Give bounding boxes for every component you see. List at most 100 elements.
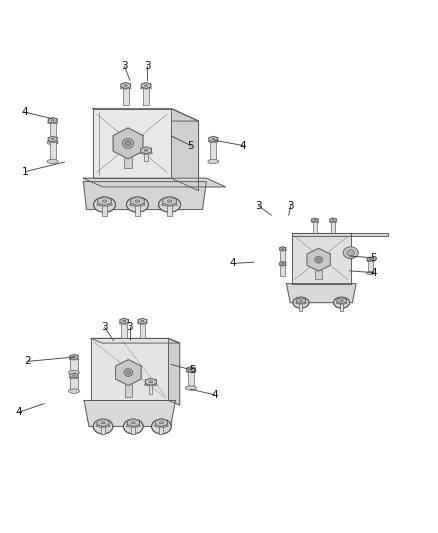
Ellipse shape xyxy=(126,371,131,374)
Polygon shape xyxy=(187,367,195,372)
FancyBboxPatch shape xyxy=(292,233,388,236)
Ellipse shape xyxy=(141,87,152,89)
FancyBboxPatch shape xyxy=(149,382,152,394)
Polygon shape xyxy=(141,147,152,154)
Ellipse shape xyxy=(124,369,133,376)
FancyBboxPatch shape xyxy=(143,85,149,105)
Ellipse shape xyxy=(123,320,126,322)
Polygon shape xyxy=(120,318,128,324)
FancyBboxPatch shape xyxy=(167,201,172,216)
Ellipse shape xyxy=(141,320,144,322)
Ellipse shape xyxy=(343,247,358,259)
FancyBboxPatch shape xyxy=(315,260,322,279)
Polygon shape xyxy=(91,338,180,343)
FancyBboxPatch shape xyxy=(210,139,216,161)
Ellipse shape xyxy=(279,265,286,266)
Text: 4: 4 xyxy=(212,390,218,400)
Polygon shape xyxy=(280,262,286,265)
Ellipse shape xyxy=(167,200,172,203)
Polygon shape xyxy=(141,83,151,88)
Ellipse shape xyxy=(149,381,152,383)
Ellipse shape xyxy=(317,258,321,261)
Ellipse shape xyxy=(336,302,347,304)
Polygon shape xyxy=(311,218,318,222)
Polygon shape xyxy=(286,284,356,303)
Ellipse shape xyxy=(69,358,78,360)
Ellipse shape xyxy=(332,220,334,221)
FancyBboxPatch shape xyxy=(101,423,105,434)
Polygon shape xyxy=(83,178,226,187)
FancyBboxPatch shape xyxy=(280,248,286,261)
Ellipse shape xyxy=(125,141,131,146)
Ellipse shape xyxy=(367,272,374,274)
Text: 3: 3 xyxy=(255,200,261,211)
Ellipse shape xyxy=(120,87,131,89)
Ellipse shape xyxy=(124,419,143,434)
Text: 4: 4 xyxy=(230,259,236,269)
Ellipse shape xyxy=(123,139,134,148)
Polygon shape xyxy=(84,400,176,426)
Polygon shape xyxy=(70,354,78,360)
Ellipse shape xyxy=(68,370,80,375)
Ellipse shape xyxy=(314,220,316,221)
Ellipse shape xyxy=(159,422,163,424)
Ellipse shape xyxy=(347,250,354,256)
Ellipse shape xyxy=(296,302,306,304)
Ellipse shape xyxy=(186,371,196,373)
Ellipse shape xyxy=(73,375,75,376)
Ellipse shape xyxy=(127,197,148,212)
Ellipse shape xyxy=(282,263,284,264)
Ellipse shape xyxy=(311,221,318,223)
Text: 2: 2 xyxy=(24,357,31,366)
Ellipse shape xyxy=(334,297,350,308)
Ellipse shape xyxy=(159,197,180,212)
Ellipse shape xyxy=(51,119,54,121)
Polygon shape xyxy=(93,109,171,178)
Ellipse shape xyxy=(47,159,58,164)
Polygon shape xyxy=(121,83,131,88)
Ellipse shape xyxy=(314,256,323,263)
Text: 4: 4 xyxy=(240,141,246,150)
FancyBboxPatch shape xyxy=(49,120,56,143)
Ellipse shape xyxy=(131,422,135,424)
Ellipse shape xyxy=(329,221,337,223)
Ellipse shape xyxy=(119,322,129,324)
FancyBboxPatch shape xyxy=(313,220,317,233)
Ellipse shape xyxy=(370,259,371,260)
Polygon shape xyxy=(83,182,206,209)
FancyBboxPatch shape xyxy=(121,321,127,338)
Polygon shape xyxy=(169,338,180,405)
FancyBboxPatch shape xyxy=(70,357,78,373)
Polygon shape xyxy=(337,298,346,304)
Ellipse shape xyxy=(162,203,177,206)
FancyBboxPatch shape xyxy=(188,369,194,388)
Ellipse shape xyxy=(48,122,58,124)
Ellipse shape xyxy=(51,139,54,140)
Ellipse shape xyxy=(47,141,58,145)
Ellipse shape xyxy=(130,203,145,206)
Ellipse shape xyxy=(102,200,107,203)
Ellipse shape xyxy=(97,203,113,206)
Polygon shape xyxy=(116,360,141,385)
Polygon shape xyxy=(98,197,111,205)
Ellipse shape xyxy=(73,357,75,358)
Ellipse shape xyxy=(124,85,127,86)
Polygon shape xyxy=(292,233,351,284)
Ellipse shape xyxy=(69,377,78,378)
FancyBboxPatch shape xyxy=(340,301,343,311)
FancyBboxPatch shape xyxy=(131,423,135,434)
Text: 3: 3 xyxy=(121,61,128,71)
Ellipse shape xyxy=(126,425,140,427)
Ellipse shape xyxy=(154,425,169,427)
Text: 5: 5 xyxy=(370,253,377,263)
Polygon shape xyxy=(48,118,57,123)
Ellipse shape xyxy=(293,297,309,308)
Ellipse shape xyxy=(340,300,343,302)
Text: 4: 4 xyxy=(21,107,28,117)
Text: 3: 3 xyxy=(127,322,133,333)
Text: 5: 5 xyxy=(189,365,195,375)
Text: 5: 5 xyxy=(187,141,194,150)
Text: 3: 3 xyxy=(144,61,151,71)
FancyBboxPatch shape xyxy=(70,375,78,391)
FancyBboxPatch shape xyxy=(331,220,335,233)
